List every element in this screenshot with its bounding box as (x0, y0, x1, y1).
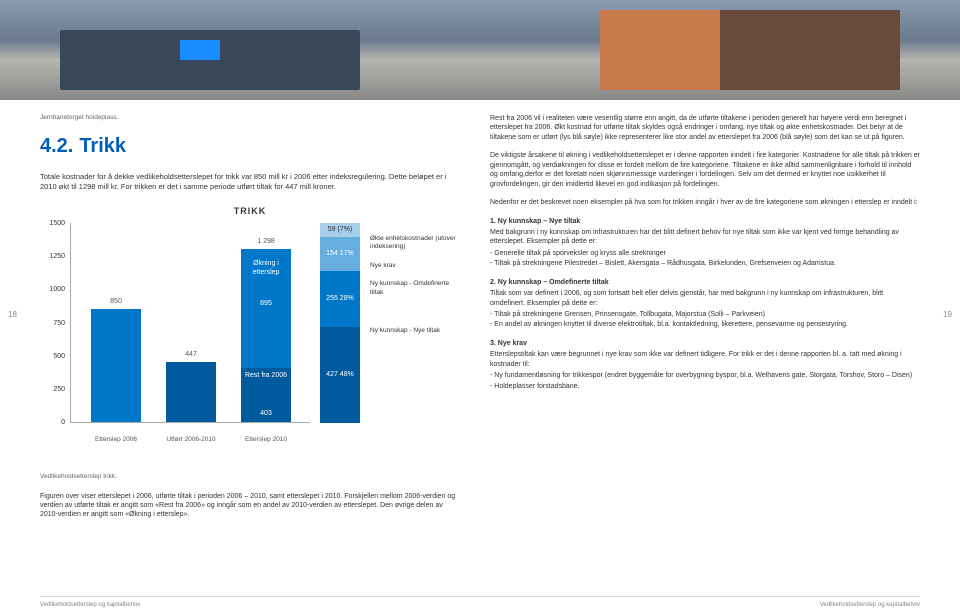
bar-etterslep-2006: 850 Etterslep 2006 (91, 309, 141, 422)
section-heading: 4.2. Trikk (40, 133, 460, 160)
paragraph: Rest fra 2006 vil i realiteten være vese… (490, 114, 920, 142)
trikk-chart: TRIKK 1500 1250 1000 750 500 250 0 850 E… (40, 205, 460, 465)
footer-line (40, 596, 920, 597)
bullet: - Generelle tiltak på sporveksler og kry… (490, 249, 920, 258)
seg-value: 403 (241, 409, 291, 418)
ytick: 750 (40, 319, 65, 328)
intro-paragraph: Totale kostnader for å dekke vedlikehold… (40, 172, 460, 193)
paragraph: Nedenfor er det beskrevet noen eksempler… (490, 198, 920, 207)
bar-utfort: 447 Utført 2006-2010 (166, 362, 216, 422)
chart-title: TRIKK (40, 205, 460, 217)
bullet: - Tiltak på strekningene Grensen, Prinse… (490, 310, 920, 319)
footer-right: Vedlikeholdsetterslep og kapitalbehov (820, 601, 920, 609)
bar-seg-okning: Økning i etterslep 895 (241, 249, 291, 368)
hero-building (600, 10, 900, 90)
page-number-right: 19 (943, 310, 952, 321)
chart-legend: Økte enhetskostnader (utover indeksering… (370, 235, 460, 346)
subheading: 2. Ny kunnskap – Omdefinerte tiltak (490, 278, 920, 287)
below-chart-paragraph: Figuren over viser etterslepet i 2006, u… (40, 492, 460, 520)
legend-item: Ny kunnskap - Nye tiltak (370, 327, 460, 335)
subheading: 1. Ny kunnskap – Nye tiltak (490, 217, 920, 226)
hero-caption: Jernbanetorget holdeplass. (40, 114, 460, 123)
legend-item: Nye krav (370, 262, 460, 270)
bullet: - Tiltak på strekningene Pilestredet – B… (490, 259, 920, 268)
legend-item: Ny kunnskap - Omdefinerte tiltak (370, 280, 460, 297)
legend-item: Økte enhetskostnader (utover indeksering… (370, 235, 460, 252)
bullet: - Holdeplasser forstadsbane. (490, 382, 920, 391)
bar-total: 1 298 (241, 237, 291, 246)
bar-etterslep-2010: 1 298 Rest fra 2006 403 Økning i ettersl… (241, 249, 291, 422)
seg-inner-label: Rest fra 2006 (241, 371, 291, 380)
ytick: 250 (40, 385, 65, 394)
page-number-left: 18 (8, 310, 17, 321)
bar-value: 850 (91, 297, 141, 306)
paragraph: Etterslepstiltak kan være begrunnet i ny… (490, 350, 920, 369)
paragraph: Med bakgrunn i ny kunnskap om infrastruk… (490, 228, 920, 247)
bullet: - Ny fundamentløsning for trikkespor (en… (490, 371, 920, 380)
footer-left: Vedlikeholdsetterslep og kapitalbehov (40, 601, 140, 609)
stack-seg: 255 28% (320, 271, 360, 327)
ytick: 1000 (40, 285, 65, 294)
chart-caption: Vedlikeholdsetterslep trikk. (40, 473, 460, 482)
x-category: Utført 2006-2010 (166, 436, 216, 444)
bar-value: 447 (166, 350, 216, 359)
column-left: Jernbanetorget holdeplass. 4.2. Trikk To… (40, 114, 460, 520)
stack-seg: 154 17% (320, 237, 360, 271)
stack-seg: 59 (7%) (320, 223, 360, 237)
bar-area: 850 Etterslep 2006 447 Utført 2006-2010 … (70, 223, 310, 423)
section-title: Trikk (79, 135, 126, 157)
paragraph: De viktigste årsakene til økning i vedli… (490, 151, 920, 189)
column-right: Rest fra 2006 vil i realiteten være vese… (490, 114, 920, 520)
seg-inner-label: Økning i etterslep (241, 259, 291, 278)
seg-value: 895 (241, 299, 291, 308)
x-category: Etterslep 2010 (241, 436, 291, 444)
subheading: 3. Nye krav (490, 339, 920, 348)
ytick: 1500 (40, 219, 65, 228)
ytick: 1250 (40, 252, 65, 261)
stack-seg: 427 48% (320, 327, 360, 423)
bullet: - En andel av økningen knyttet til diver… (490, 320, 920, 329)
bar-seg-rest: Rest fra 2006 403 (241, 368, 291, 422)
section-number: 4.2. (40, 135, 73, 157)
ytick: 500 (40, 352, 65, 361)
ytick: 0 (40, 418, 65, 427)
x-category: Etterslep 2006 (91, 436, 141, 444)
paragraph: Tiltak som var definert i 2006, og som f… (490, 289, 920, 308)
stacked-percent-bar: 59 (7%) 154 17% 255 28% 427 48% (320, 223, 360, 423)
hero-image (0, 0, 960, 100)
page-body: Jernbanetorget holdeplass. 4.2. Trikk To… (0, 100, 960, 530)
